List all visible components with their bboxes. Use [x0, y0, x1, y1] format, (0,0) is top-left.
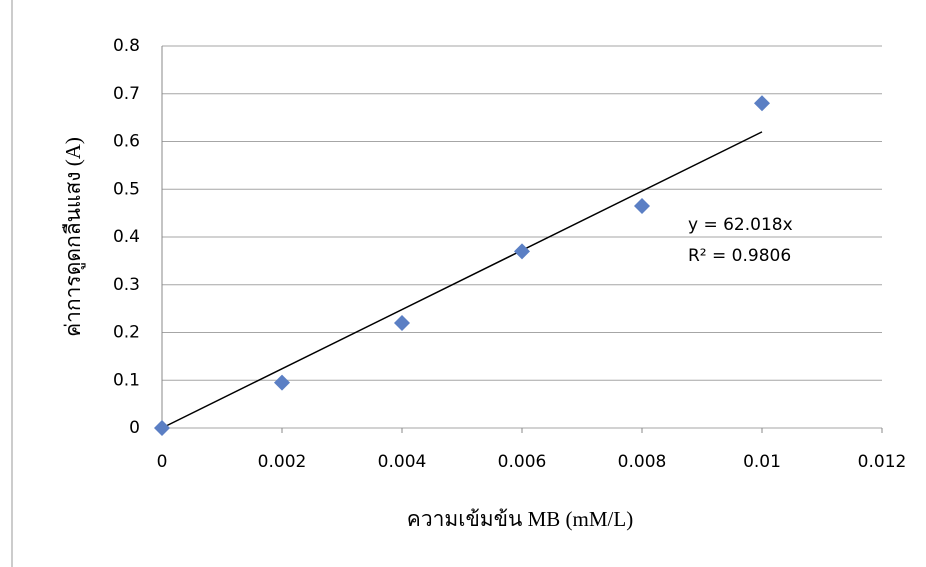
data-point [154, 420, 170, 436]
y-tick-label: 0.6 [113, 132, 140, 152]
data-point [514, 243, 530, 260]
x-tick-label: 0.006 [498, 452, 547, 472]
x-tick-label: 0.01 [743, 452, 781, 472]
y-tick-label: 0.8 [113, 36, 140, 56]
data-point [634, 197, 650, 214]
x-tick-label: 0 [157, 452, 168, 472]
y-axis-title: ค่าการดูดกลืนแสง (A) [61, 137, 86, 337]
x-tick-label: 0.008 [618, 452, 667, 472]
data-point [754, 95, 770, 112]
trendline-equation: y = 62.018x [688, 215, 793, 235]
y-tick-label: 0.7 [113, 84, 140, 104]
data-point [274, 374, 290, 391]
trendline [161, 131, 763, 429]
x-tick-label: 0.002 [258, 452, 307, 472]
data-point [394, 314, 410, 331]
y-tick-label: 0.4 [113, 227, 140, 247]
y-tick-label: 0 [129, 418, 140, 438]
y-tick-label: 0.1 [113, 370, 140, 390]
x-tick-label: 0.004 [378, 452, 427, 472]
x-tick-label: 0.012 [858, 452, 907, 472]
trendline-r2: R² = 0.9806 [688, 246, 791, 266]
y-tick-label: 0.5 [113, 179, 140, 199]
x-axis-title: ความเข้มข้น MB (mM/L) [407, 507, 633, 531]
y-tick-label: 0.2 [113, 323, 140, 343]
y-tick-label: 0.3 [113, 275, 140, 295]
